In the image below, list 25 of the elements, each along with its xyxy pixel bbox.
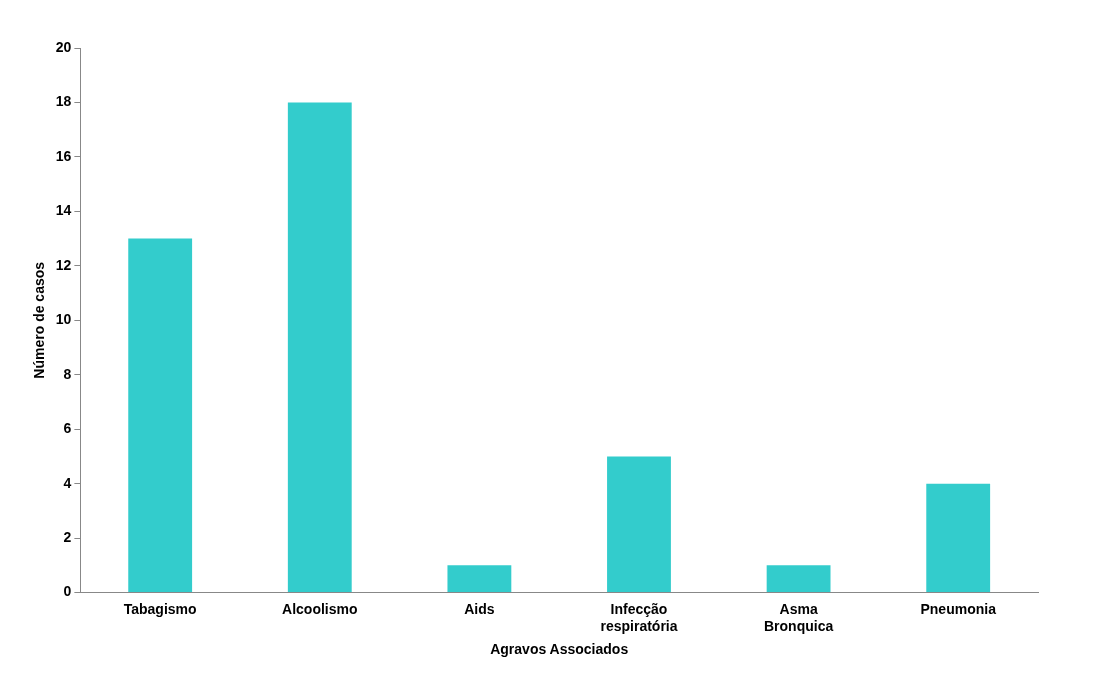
y-axis-title: Número de casos [31,261,48,379]
y-tick-label: 20 [55,38,72,55]
y-tick-label: 18 [55,93,72,110]
y-tick-label: 14 [55,202,72,219]
y-tick-label: 2 [63,529,72,545]
bar [287,102,352,593]
x-tick-label: Pneumonia [920,600,997,617]
x-tick-label: Tabagismo [123,600,197,617]
y-tick-label: 0 [63,583,72,600]
bar [128,238,193,593]
bar [607,456,671,593]
y-tick-label: 10 [55,311,72,328]
x-axis-title: Agravos Associados [490,641,629,658]
bar [447,565,512,593]
y-tick-label: 4 [63,474,72,491]
x-tick-label: Alcoolismo [282,600,358,617]
bar [926,483,991,593]
x-tick-label: Aids [464,600,495,617]
x-tick-label: Asma Bronquica [763,600,834,634]
y-tick-label: 12 [55,256,72,273]
y-tick-label: 6 [63,420,72,437]
y-tick-label: 16 [55,147,72,164]
y-tick-label: 8 [63,365,72,382]
x-tick-label: Infecção respiratória [600,600,678,634]
bar [766,565,831,593]
